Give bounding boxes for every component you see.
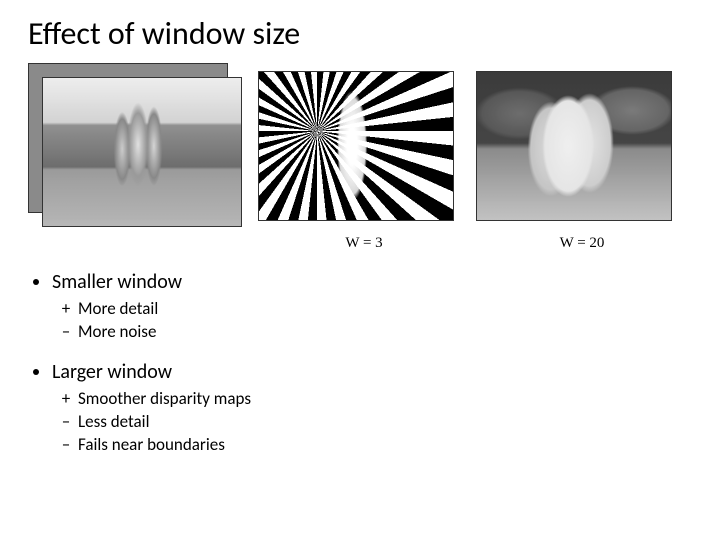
caption-w3: W = 3 [266,235,462,252]
source-image-stack [36,71,236,231]
bullet-list: Larger window [34,360,692,384]
larger-window-sublist: +Smoother disparity maps –Less detail –F… [58,388,692,457]
smaller-window-heading: Smaller window [52,270,692,294]
disparity-w3-image [258,71,454,221]
smaller-window-sublist: +More detail –More noise [58,298,692,344]
larger-window-heading: Larger window [52,360,692,384]
slide-title: Effect of window size [28,14,692,53]
list-item: –Less detail [58,411,692,434]
list-item: +More detail [58,298,692,321]
list-item: –More noise [58,321,692,344]
source-image-front [42,77,242,227]
bullet-list: Smaller window [34,270,692,294]
caption-w20: W = 20 [484,235,680,252]
disparity-w20-image [476,71,672,221]
list-item: –Fails near boundaries [58,434,692,457]
image-row [36,71,692,231]
caption-row: W = 3 W = 20 [36,235,692,252]
list-item: +Smoother disparity maps [58,388,692,411]
